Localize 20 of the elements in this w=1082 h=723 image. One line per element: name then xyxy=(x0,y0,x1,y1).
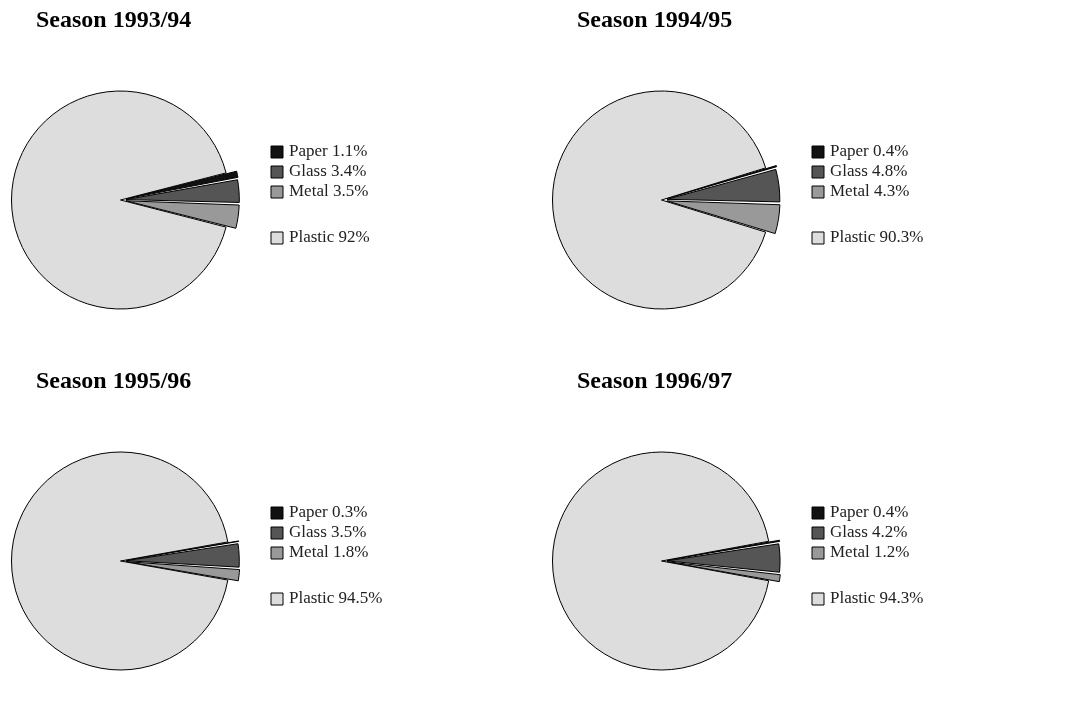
legend-label: Plastic 94.3% xyxy=(830,588,924,608)
legend-label: Glass 3.5% xyxy=(289,522,367,542)
legend-label: Glass 3.4% xyxy=(289,161,367,181)
legend-label: Metal 1.2% xyxy=(830,542,910,562)
legend-label: Glass 4.2% xyxy=(830,522,908,542)
chart-title: Season 1995/96 xyxy=(36,367,192,394)
legend-label: Plastic 90.3% xyxy=(830,227,924,247)
legend-label: Paper 1.1% xyxy=(289,141,368,161)
legend-label: Metal 3.5% xyxy=(289,181,369,201)
legend-label: Metal 1.8% xyxy=(289,542,369,562)
legend-label: Metal 4.3% xyxy=(830,181,910,201)
legend-label: Plastic 94.5% xyxy=(289,588,383,608)
chart-title: Season 1994/95 xyxy=(577,6,733,33)
chart-title: Season 1996/97 xyxy=(577,367,733,394)
legend-label: Paper 0.3% xyxy=(289,502,368,522)
legend-label: Paper 0.4% xyxy=(830,502,909,522)
legend-label: Paper 0.4% xyxy=(830,141,909,161)
legend-label: Glass 4.8% xyxy=(830,161,908,181)
legend-label: Plastic 92% xyxy=(289,227,370,247)
chart-title: Season 1993/94 xyxy=(36,6,192,33)
